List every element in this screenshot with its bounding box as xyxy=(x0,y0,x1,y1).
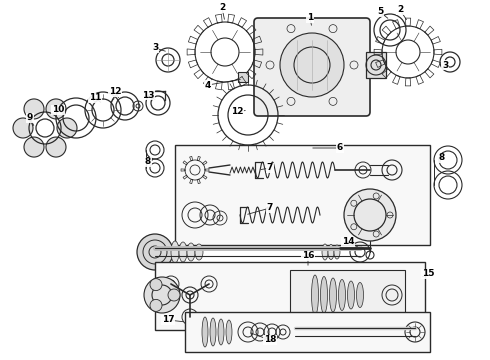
Text: 3: 3 xyxy=(442,60,448,69)
Text: 13: 13 xyxy=(142,90,154,99)
Circle shape xyxy=(280,33,344,97)
FancyBboxPatch shape xyxy=(254,18,370,116)
Text: 12: 12 xyxy=(231,108,243,117)
Ellipse shape xyxy=(179,242,187,262)
Text: 17: 17 xyxy=(162,315,174,324)
Bar xyxy=(366,52,386,78)
Text: 12: 12 xyxy=(109,87,121,96)
Text: 8: 8 xyxy=(439,153,445,162)
Text: 3: 3 xyxy=(152,44,158,53)
Ellipse shape xyxy=(322,244,328,260)
Ellipse shape xyxy=(171,241,179,263)
Circle shape xyxy=(144,277,180,313)
Text: 15: 15 xyxy=(422,270,434,279)
Ellipse shape xyxy=(187,243,195,261)
Text: 7: 7 xyxy=(267,203,273,212)
Circle shape xyxy=(24,99,44,119)
Text: 11: 11 xyxy=(89,94,101,103)
Ellipse shape xyxy=(334,245,340,259)
Text: 16: 16 xyxy=(302,252,314,261)
Ellipse shape xyxy=(339,279,345,310)
Circle shape xyxy=(150,300,162,311)
Ellipse shape xyxy=(195,244,203,260)
Ellipse shape xyxy=(226,320,232,344)
Bar xyxy=(175,145,430,245)
Text: 2: 2 xyxy=(219,4,225,13)
Circle shape xyxy=(57,118,77,138)
Text: 14: 14 xyxy=(342,238,354,247)
Ellipse shape xyxy=(329,278,337,312)
Bar xyxy=(290,270,405,322)
Ellipse shape xyxy=(312,275,318,315)
Text: 5: 5 xyxy=(377,8,383,17)
Circle shape xyxy=(168,289,180,301)
Text: 18: 18 xyxy=(264,336,276,345)
Circle shape xyxy=(46,99,66,119)
Text: 6: 6 xyxy=(337,144,343,153)
Bar xyxy=(238,72,248,82)
Circle shape xyxy=(137,234,173,270)
Text: 9: 9 xyxy=(27,113,33,122)
Circle shape xyxy=(150,279,162,291)
Circle shape xyxy=(46,137,66,157)
Ellipse shape xyxy=(328,244,334,260)
Circle shape xyxy=(344,189,396,241)
Circle shape xyxy=(13,118,33,138)
Ellipse shape xyxy=(210,318,216,346)
Ellipse shape xyxy=(357,283,364,307)
Bar xyxy=(185,312,430,352)
Bar xyxy=(155,262,425,330)
Circle shape xyxy=(24,137,44,157)
Ellipse shape xyxy=(202,317,208,347)
Ellipse shape xyxy=(218,319,224,345)
Text: 7: 7 xyxy=(267,163,273,172)
Ellipse shape xyxy=(320,276,327,314)
Text: 10: 10 xyxy=(52,105,64,114)
Text: 2: 2 xyxy=(397,5,403,14)
Text: 1: 1 xyxy=(307,13,313,22)
Text: 4: 4 xyxy=(205,81,211,90)
Ellipse shape xyxy=(347,281,354,309)
Text: 8: 8 xyxy=(145,158,151,166)
